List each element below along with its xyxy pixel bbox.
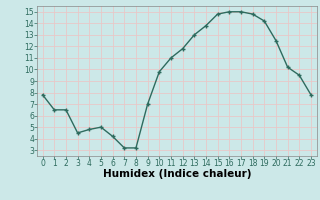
- X-axis label: Humidex (Indice chaleur): Humidex (Indice chaleur): [102, 169, 251, 179]
